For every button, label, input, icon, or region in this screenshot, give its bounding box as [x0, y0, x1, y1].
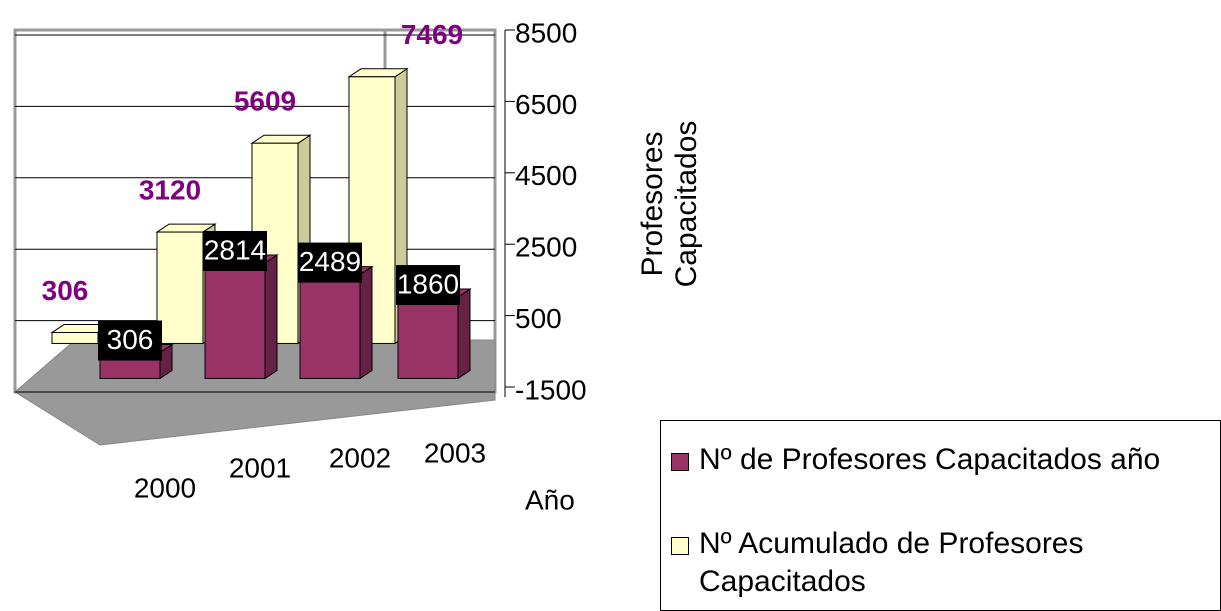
bar-front	[51, 332, 99, 344]
y-tick-label: 8500	[515, 17, 577, 48]
data-label: 7469	[401, 19, 463, 50]
legend-item: Nº Acumulado de Profesores Capacitados	[671, 525, 1209, 601]
legend-text: Nº Acumulado de Profesores Capacitados	[699, 527, 1084, 598]
data-label: 3120	[139, 174, 201, 205]
y-tick-label: 500	[515, 303, 562, 334]
bar-front	[299, 274, 361, 379]
x-tick-label: 2002	[329, 442, 391, 473]
data-label: 5609	[234, 86, 296, 117]
bar	[203, 254, 279, 380]
y-tick-label: 6500	[515, 89, 577, 120]
y-tick-label: -1500	[515, 374, 587, 405]
data-label: 2814	[204, 234, 266, 265]
data-label: 306	[42, 275, 89, 306]
legend-swatch	[671, 453, 689, 471]
bar-front	[397, 296, 459, 379]
bar-side	[359, 265, 373, 380]
data-label-bg	[203, 230, 267, 271]
data-label-bg	[98, 320, 162, 361]
y-tick-label: 4500	[515, 160, 577, 191]
data-label-bg	[396, 265, 460, 306]
bar-front	[204, 262, 266, 379]
x-tick-label: 2001	[229, 452, 291, 483]
data-label: 2489	[299, 246, 361, 277]
data-label-bg	[298, 242, 362, 283]
x-tick-label: 2000	[134, 472, 196, 503]
data-label: 306	[107, 324, 154, 355]
bar-side	[264, 254, 278, 380]
bar	[298, 265, 374, 380]
y-axis-label: Profesores Capacitados	[636, 120, 703, 288]
y-tick-label: 2500	[515, 232, 577, 263]
legend-swatch	[671, 537, 689, 555]
bar-front	[156, 231, 204, 344]
legend-text: Nº de Profesores Capacitados año	[699, 443, 1161, 476]
legend: Nº de Profesores Capacitados año Nº Acum…	[660, 420, 1221, 611]
legend-item: Nº de Profesores Capacitados año	[671, 441, 1209, 479]
data-label: 1860	[397, 268, 459, 299]
x-axis-label: Año	[525, 484, 575, 515]
x-tick-label: 2003	[424, 437, 486, 468]
